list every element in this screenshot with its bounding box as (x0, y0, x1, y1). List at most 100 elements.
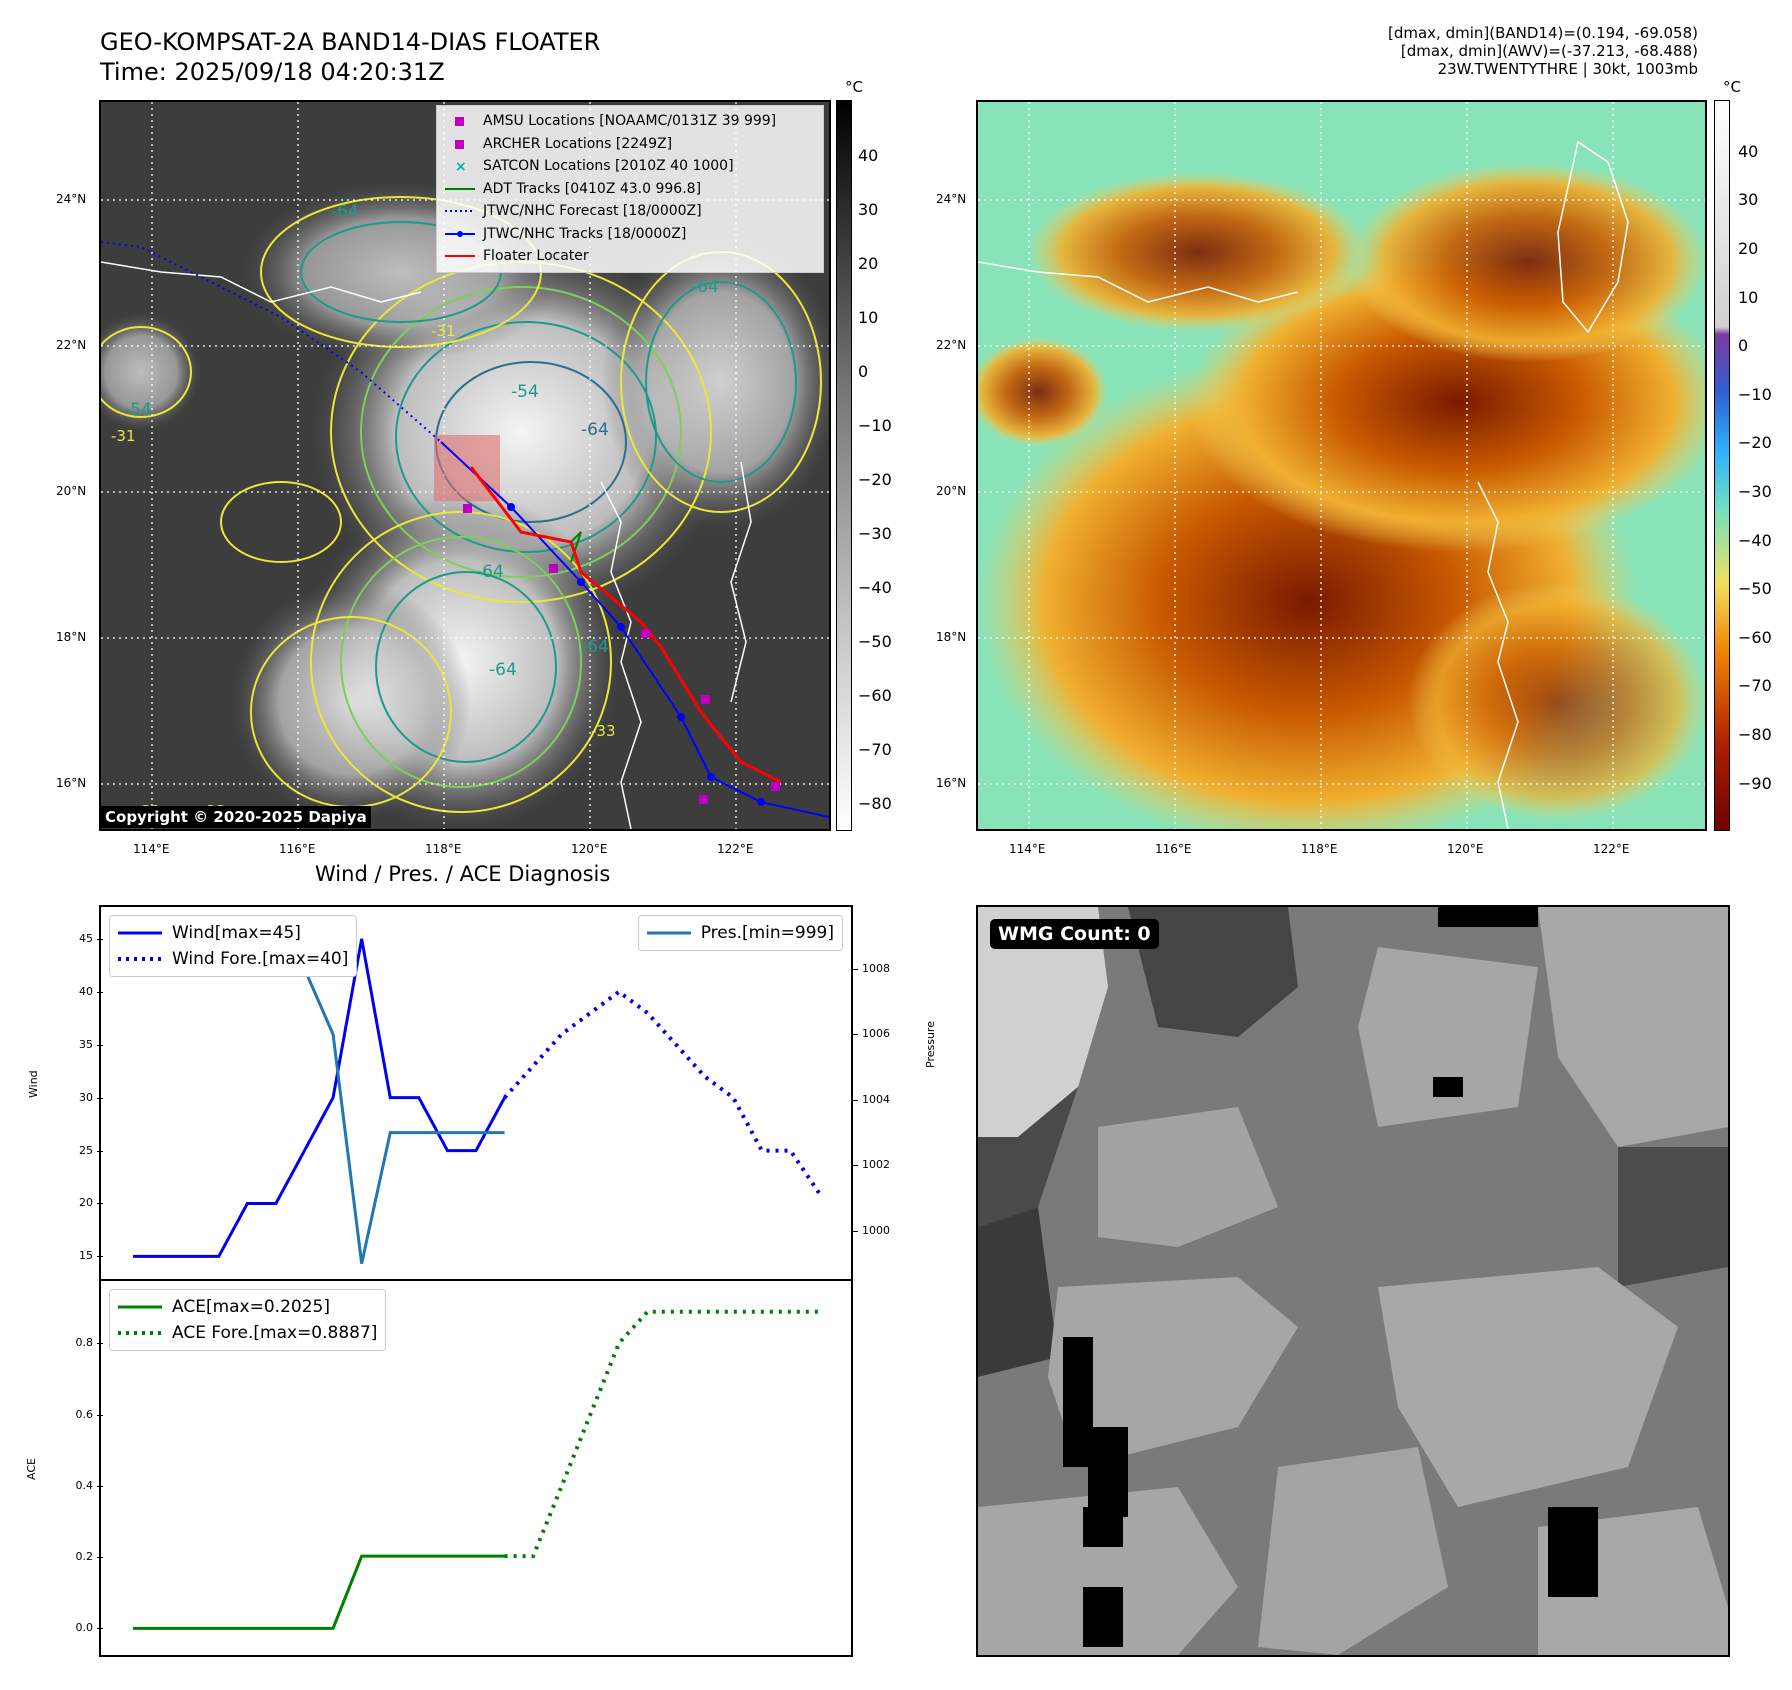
legend-ace: ACE[max=0.2025] (118, 1297, 330, 1317)
y-tick-mark (97, 1150, 103, 1152)
colorbar-label: −30 (858, 524, 892, 543)
contour-label: -64 (331, 202, 359, 222)
awv-map-panel[interactable] (976, 100, 1707, 831)
pressure-axis-label: Pressure (924, 1021, 937, 1068)
lat-label: 22°N (936, 338, 967, 352)
lat-label: 22°N (56, 338, 87, 352)
lon-label: 116°E (279, 842, 316, 856)
colorbar-label: −60 (858, 686, 892, 705)
colorbar-label: 30 (858, 200, 879, 219)
contour-label: -31 (431, 322, 456, 340)
y-tick-mark (97, 1343, 103, 1345)
colorbar-left (836, 100, 852, 831)
y-tick-mark (97, 1097, 103, 1099)
y-tick-mark (852, 968, 858, 970)
y-tick-label: 15 (79, 1249, 93, 1263)
wind-legend: Wind[max=45] Wind Fore.[max=40] (109, 915, 358, 977)
y-tick-label: 0.0 (75, 1621, 94, 1635)
ace-legend: ACE[max=0.2025] ACE Fore.[max=0.8887] (109, 1289, 387, 1351)
colorbar-label: −40 (858, 578, 892, 597)
figure-title-line2: Time: 2025/09/18 04:20:31Z (100, 58, 445, 86)
legend-wind: Wind[max=45] (118, 923, 301, 943)
colorbar-label: 30 (1738, 190, 1759, 209)
info-storm: 23W.TWENTYTHRE | 30kt, 1003mb (1437, 60, 1698, 78)
contour-label: -64 (476, 562, 504, 582)
lat-label: 16°N (936, 776, 967, 790)
y-tick-mark (852, 1165, 858, 1167)
legend-satcon: × SATCON Locations [2010Z 40 1000] (455, 158, 734, 174)
contour-label: -64 (489, 660, 517, 680)
lon-label: 120°E (1447, 842, 1484, 856)
legend-jtwc-forecast: JTWC/NHC Forecast [18/0000Z] (445, 203, 702, 219)
legend-adt: ADT Tracks [0410Z 43.0 996.8] (445, 180, 702, 197)
colorbar-label: −50 (858, 632, 892, 651)
legend-archer: ARCHER Locations [2249Z] (445, 133, 815, 156)
y-tick-label: 1004 (862, 1092, 890, 1106)
wmg-panel[interactable]: WMG Count: 0 (976, 905, 1730, 1657)
figure-title-line1: GEO-KOMPSAT-2A BAND14-DIAS FLOATER (100, 28, 601, 56)
colorbar-label: −60 (1738, 628, 1772, 647)
colorbar-right (1714, 100, 1730, 831)
ace-plot (133, 1309, 819, 1630)
colorbar-label: −30 (1738, 482, 1772, 501)
colorbar-label: −70 (858, 740, 892, 759)
contour-label: -31 (111, 427, 136, 445)
ace-axis-label: ACE (25, 1458, 38, 1480)
legend-ace-forecast: ACE Fore.[max=0.8887] (118, 1323, 378, 1343)
contour-label: -33 (591, 722, 616, 740)
colorbar-label: −50 (1738, 579, 1772, 598)
lon-label: 120°E (571, 842, 608, 856)
wmg-count-badge: WMG Count: 0 (990, 919, 1159, 949)
y-tick-label: 1008 (862, 961, 890, 975)
lon-label: 116°E (1155, 842, 1192, 856)
lat-label: 20°N (936, 484, 967, 498)
lon-label: 122°E (1593, 842, 1630, 856)
info-band14: [dmax, dmin](BAND14)=(0.194, -69.058) (1387, 24, 1698, 42)
copyright-badge: Copyright © 2020-2025 Dapiya (101, 806, 371, 828)
ace-chart[interactable]: ACE[max=0.2025] ACE Fore.[max=0.8887] (99, 1279, 853, 1657)
series-line-0 (133, 1554, 505, 1630)
y-tick-mark (852, 1230, 858, 1232)
pressure-legend: Pres.[min=999] (637, 915, 843, 951)
lon-label: 114°E (1009, 842, 1046, 856)
colorbar-unit: °C (1723, 78, 1741, 96)
y-tick-mark (97, 1414, 103, 1416)
y-tick-label: 0.6 (75, 1407, 94, 1421)
colorbar-label: −80 (858, 794, 892, 813)
colorbar-unit: °C (845, 78, 863, 96)
legend-jtwc-tracks: JTWC/NHC Tracks [18/0000Z] (445, 223, 815, 246)
series-line-1 (504, 1309, 819, 1559)
lat-label: 16°N (56, 776, 87, 790)
chart-title: Wind / Pres. / ACE Diagnosis (315, 862, 611, 886)
y-tick-mark (97, 1203, 103, 1205)
colorbar-label: −20 (858, 470, 892, 489)
ir-map-panel[interactable]: -64 -54 -64 -54 -64 -64 -31 -33 -31 -31 … (99, 100, 831, 831)
y-tick-label: 40 (79, 984, 93, 998)
legend-pressure: Pres.[min=999] (646, 923, 834, 943)
series-line-1 (503, 989, 821, 1195)
y-tick-label: 0.4 (75, 1478, 94, 1492)
legend-floater: Floater Locater (445, 248, 589, 264)
lon-label: 114°E (133, 842, 170, 856)
lat-label: 24°N (936, 192, 967, 206)
contour-label: -54 (511, 382, 539, 402)
colorbar-label: −40 (1738, 531, 1772, 550)
y-tick-mark (97, 1485, 103, 1487)
colorbar-label: 0 (1738, 336, 1749, 355)
lat-label: 24°N (56, 192, 87, 206)
lon-label: 118°E (425, 842, 462, 856)
contour-label: -64 (691, 277, 719, 297)
awv-map-image (978, 102, 1705, 829)
lon-label: 122°E (717, 842, 754, 856)
lon-label: 118°E (1301, 842, 1338, 856)
colorbar-label: 40 (1738, 142, 1759, 161)
y-tick-label: 35 (79, 1037, 93, 1051)
y-tick-mark (97, 991, 103, 993)
contour-label: -54 (124, 400, 152, 420)
wind-axis-label: Wind (27, 1070, 40, 1098)
y-tick-label: 1000 (862, 1223, 890, 1237)
wind-pressure-chart[interactable]: Wind[max=45] Wind Fore.[max=40] Pres.[mi… (99, 905, 853, 1285)
colorbar-label: 0 (858, 362, 869, 381)
y-tick-label: 25 (79, 1143, 93, 1157)
y-tick-label: 0.2 (75, 1550, 94, 1564)
